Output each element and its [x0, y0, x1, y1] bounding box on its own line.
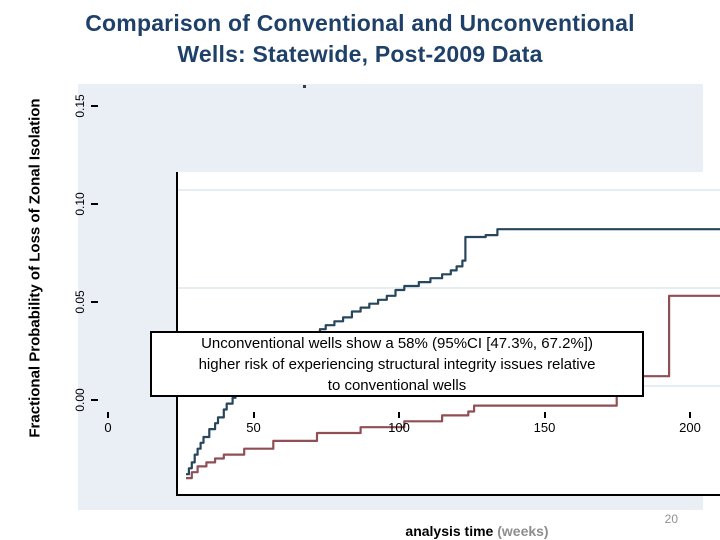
slide-title: Comparison of Conventional and Unconvent… — [0, 8, 720, 70]
hazard-ratio-annotation: Unconventional wells show a 58% (95%CI [… — [150, 331, 644, 397]
slide-title-line2: Wells: Statewide, Post-2009 Data — [177, 41, 543, 67]
x-tick-mark — [398, 412, 400, 418]
annotation-line-3: to conventional wells — [327, 376, 467, 394]
y-tick-label: 0.05 — [73, 290, 87, 314]
x-tick-label: 200 — [679, 420, 701, 435]
y-tick-mark — [91, 301, 98, 303]
x-tick-label: 150 — [533, 420, 556, 435]
y-axis-title: Fractional Probability of Loss of Zonal … — [26, 98, 44, 438]
conventional-curve — [186, 294, 720, 480]
y-tick-label: 0.15 — [73, 94, 87, 118]
x-axis-units-note: (weeks) — [497, 523, 549, 539]
x-tick-mark — [252, 412, 255, 418]
x-axis-title-text: analysis time — [405, 523, 494, 539]
y-tick-mark — [91, 105, 98, 107]
annotation-line-1: Unconventional wells show a 58% (95%CI [… — [201, 334, 593, 352]
y-tick-mark — [91, 399, 98, 401]
stray-dot-artifact — [303, 85, 306, 88]
x-tick-mark — [107, 412, 109, 418]
slide-title-line1: Comparison of Conventional and Unconvent… — [85, 10, 635, 36]
annotation-line-2: higher risk of experiencing structural i… — [198, 355, 596, 373]
x-tick-label: 100 — [388, 420, 410, 435]
x-tick-label: 50 — [246, 420, 261, 435]
x-tick-mark — [689, 412, 691, 418]
page-number: 20 — [664, 512, 678, 526]
x-axis-title: analysis time (weeks) — [176, 523, 720, 539]
x-tick-label: 0 — [104, 420, 112, 435]
x-tick-mark — [543, 412, 546, 418]
chart-figure: 0.00 0.05 0.10 0.15 0 50 100 150 200 analysis ti… — [73, 84, 720, 539]
y-tick-label: 0.00 — [73, 388, 87, 412]
y-tick-mark — [91, 203, 98, 205]
y-tick-label: 0.10 — [73, 192, 87, 216]
